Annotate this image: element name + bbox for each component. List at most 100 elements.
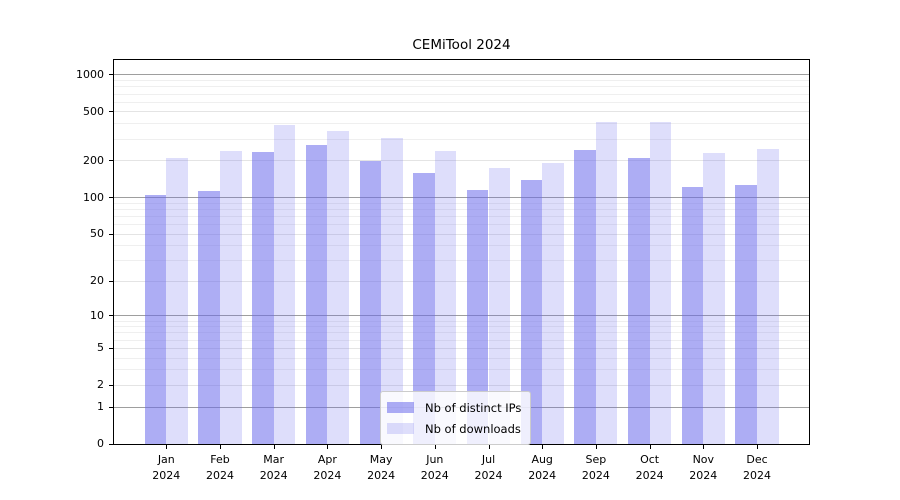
- gridline-4: [114, 357, 809, 359]
- bar-distinct-ips-nov: [681, 187, 704, 444]
- y-tick-100: [109, 197, 113, 198]
- plot-area: [113, 59, 810, 445]
- bar-distinct-ips-sep: [574, 149, 596, 444]
- legend-swatch-downloads: [387, 423, 414, 434]
- legend-swatch-distinct-ips: [387, 402, 414, 413]
- x-tick-label-nov: Nov 2024: [689, 453, 718, 482]
- bar-distinct-ips-aug: [520, 179, 543, 444]
- x-tick-label-feb: Feb 2024: [206, 453, 234, 482]
- bar-distinct-ips-oct: [628, 157, 650, 444]
- bar-distinct-ips-feb: [198, 191, 220, 444]
- bar-distinct-ips-mar: [252, 152, 274, 444]
- gridline-7: [114, 332, 809, 334]
- bar-downloads-aug: [542, 162, 564, 444]
- x-tick-label-jan: Jan 2024: [152, 453, 181, 482]
- gridline-700: [114, 93, 809, 95]
- bar-downloads-oct: [649, 121, 672, 444]
- y-tick-2: [109, 384, 113, 386]
- x-tick-aug: [542, 445, 544, 449]
- chart-title: CEMiTool 2024: [412, 37, 511, 53]
- gridline-3: [114, 369, 809, 371]
- x-tick-label-may: May 2024: [367, 453, 396, 482]
- gridline-60: [114, 223, 809, 225]
- x-tick-label-mar: Mar 2024: [259, 453, 288, 482]
- gridline-80: [114, 208, 809, 210]
- y-tick-label-500: 500: [83, 104, 104, 118]
- bar-downloads-may: [381, 138, 403, 444]
- x-tick-label-sep: Sep 2024: [581, 453, 610, 482]
- legend-label-downloads: Nb of downloads: [425, 421, 521, 436]
- gridline-200: [114, 160, 809, 162]
- gridline-5: [114, 347, 809, 349]
- y-tick-1: [109, 406, 113, 408]
- x-tick-mar: [273, 445, 275, 449]
- y-tick-1000: [109, 74, 113, 76]
- gridline-900: [114, 80, 809, 82]
- legend-label-distinct-ips: Nb of distinct IPs: [425, 400, 522, 415]
- gridline-6: [114, 339, 809, 341]
- bar-distinct-ips-apr: [305, 144, 328, 444]
- x-tick-label-aug: Aug 2024: [528, 453, 557, 482]
- legend-item-downloads: Nb of downloads: [387, 418, 521, 439]
- x-tick-label-apr: Apr 2024: [313, 453, 342, 482]
- y-tick-label-1000: 1000: [76, 67, 104, 81]
- x-tick-label-dec: Dec 2024: [743, 453, 771, 482]
- y-tick-label-200: 200: [83, 153, 104, 167]
- bar-downloads-feb: [220, 151, 242, 444]
- gridline-9: [114, 320, 809, 322]
- y-tick-label-2: 2: [97, 378, 104, 392]
- y-tick-label-5: 5: [97, 341, 104, 355]
- y-tick-label-10: 10: [90, 308, 104, 322]
- x-tick-dec: [757, 445, 758, 449]
- bar-distinct-ips-jan: [144, 194, 167, 444]
- bar-downloads-apr: [327, 130, 349, 444]
- gridline-50: [114, 233, 809, 235]
- gridline-300: [114, 138, 809, 140]
- x-tick-label-oct: Oct 2024: [635, 453, 664, 482]
- gridline-2: [114, 384, 809, 386]
- gridline-40: [114, 245, 809, 247]
- x-tick-label-jun: Jun 2024: [420, 453, 449, 482]
- x-tick-nov: [703, 445, 705, 449]
- x-tick-apr: [327, 445, 329, 449]
- y-tick-50: [109, 233, 113, 235]
- gridline-800: [114, 86, 809, 88]
- y-tick-0: [109, 443, 113, 445]
- x-tick-feb: [220, 445, 221, 449]
- y-tick-label-20: 20: [90, 274, 104, 288]
- bar-distinct-ips-may: [359, 161, 382, 444]
- y-tick-10: [109, 315, 113, 317]
- bar-downloads-jan: [166, 157, 188, 444]
- bar-distinct-ips-jun: [413, 173, 435, 444]
- gridline-400: [114, 123, 809, 125]
- gridline-100: [114, 197, 809, 198]
- gridline-1000: [114, 74, 809, 76]
- bar-downloads-jun: [434, 151, 457, 444]
- legend-item-distinct-ips: Nb of distinct IPs: [387, 397, 521, 418]
- gridline-70: [114, 215, 809, 217]
- gridline-30: [114, 260, 809, 262]
- y-tick-5: [109, 347, 113, 349]
- y-tick-500: [109, 111, 113, 113]
- gridline-10: [114, 315, 809, 317]
- gridline-500: [114, 111, 809, 113]
- gridline-8: [114, 326, 809, 328]
- x-tick-jan: [166, 445, 168, 449]
- bar-distinct-ips-jul: [466, 190, 489, 444]
- bar-distinct-ips-dec: [735, 185, 757, 444]
- legend: Nb of distinct IPs Nb of downloads: [380, 391, 532, 445]
- gridline-600: [114, 101, 809, 103]
- y-tick-label-50: 50: [90, 227, 104, 240]
- y-tick-label-100: 100: [83, 190, 104, 204]
- bar-downloads-nov: [703, 153, 725, 444]
- bar-downloads-jul: [488, 167, 511, 444]
- y-tick-20: [109, 280, 113, 282]
- bar-downloads-sep: [595, 121, 618, 444]
- bar-downloads-dec: [757, 149, 779, 444]
- x-tick-sep: [595, 445, 597, 449]
- x-tick-label-jul: Jul 2024: [474, 453, 503, 482]
- x-tick-jun: [434, 445, 436, 449]
- y-tick-200: [109, 160, 113, 162]
- y-tick-label-1: 1: [97, 400, 104, 413]
